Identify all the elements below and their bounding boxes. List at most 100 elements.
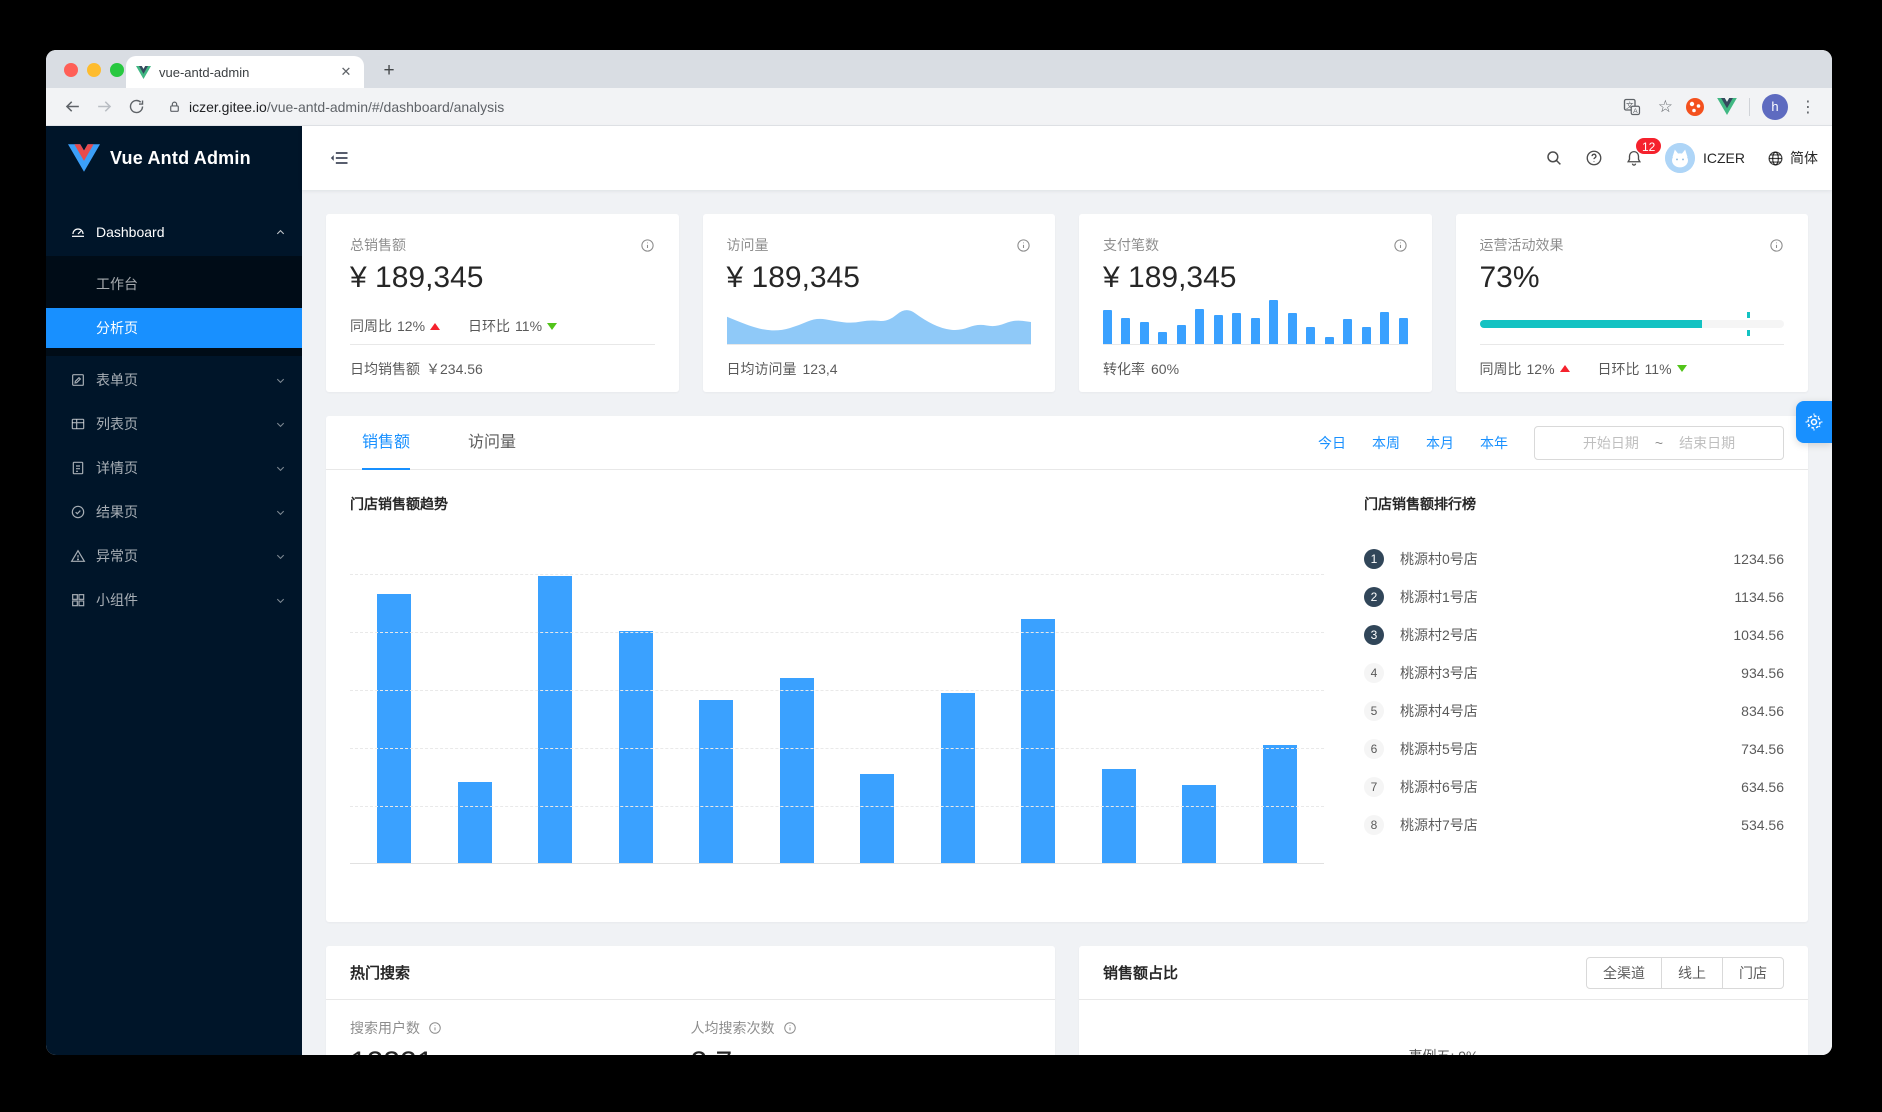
- rank-row: 7 桃源村6号店 634.56: [1364, 768, 1784, 806]
- app-logo[interactable]: Vue Antd Admin: [46, 126, 302, 190]
- bookmark-star-icon[interactable]: ☆: [1657, 96, 1673, 116]
- window-minimize-button[interactable]: [87, 63, 101, 77]
- bar-slot: [998, 574, 1079, 864]
- rank-name: 桃源村2号店: [1400, 627, 1478, 643]
- channel-button-group: 全渠道 线上 门店: [1586, 956, 1784, 989]
- sales-overview-card: 销售额 访问量 今日 本周 本月 本年 开始日期 ~ 结束日期: [326, 416, 1808, 922]
- tab-visits[interactable]: 访问量: [468, 433, 517, 451]
- bar-slot: [1159, 574, 1240, 864]
- sidebar-item-exception[interactable]: 异常页: [46, 536, 302, 576]
- tab-sales[interactable]: 销售额: [362, 416, 411, 470]
- sidebar-item-widgets[interactable]: 小组件: [46, 580, 302, 620]
- sidebar-item-form[interactable]: 表单页: [46, 360, 302, 400]
- rank-name: 桃源村0号店: [1400, 551, 1478, 567]
- search-icon[interactable]: [1545, 149, 1563, 167]
- sidebar-item-analysis[interactable]: 分析页: [46, 308, 302, 348]
- info-icon[interactable]: [640, 238, 655, 253]
- vue-devtools-icon[interactable]: [1717, 98, 1737, 115]
- sidebar-item-dashboard[interactable]: Dashboard: [46, 212, 302, 252]
- rank-name: 桃源村5号店: [1400, 741, 1478, 757]
- sidebar-item-label: 分析页: [96, 320, 138, 336]
- sidebar-item-label: Dashboard: [96, 224, 165, 240]
- metric-search-users: 搜索用户数 12321 71.2: [350, 1018, 691, 1055]
- rank-list: 1 桃源村0号店 1234.56 2 桃源村1号店 1134.56 3 桃源村2号店 103…: [1364, 540, 1784, 844]
- window-zoom-button[interactable]: [110, 63, 124, 77]
- back-icon[interactable]: [58, 93, 86, 121]
- page-content: 总销售额 ¥ 189,345 同周比 12% 日环比 11%: [302, 190, 1832, 1055]
- mini-bar: [1232, 313, 1242, 344]
- stat-value: ¥ 189,345: [350, 261, 484, 294]
- svg-text:A: A: [1633, 108, 1638, 115]
- rank-badge: 3: [1364, 625, 1384, 645]
- info-icon[interactable]: [1769, 238, 1784, 253]
- caret-down-icon: [547, 322, 558, 330]
- channel-online-button[interactable]: 线上: [1661, 956, 1723, 989]
- profile-icon: [70, 460, 86, 476]
- reload-icon[interactable]: [122, 93, 150, 121]
- address-bar[interactable]: iczer.gitee.io/vue-antd-admin/#/dashboar…: [154, 99, 1614, 115]
- bar-slot: [1240, 574, 1321, 864]
- info-icon[interactable]: [428, 1021, 442, 1035]
- sidebar-item-workplace[interactable]: 工作台: [46, 264, 302, 304]
- stat-card-ops-effect: 运营活动效果 73%: [1455, 214, 1808, 392]
- theme-settings-button[interactable]: [1796, 401, 1832, 443]
- dashboard-icon: [70, 224, 86, 240]
- date-separator: ~: [1654, 434, 1664, 451]
- info-icon[interactable]: [783, 1021, 797, 1035]
- sidebar-item-result[interactable]: 结果页: [46, 492, 302, 532]
- browser-menu-icon[interactable]: ⋮: [1800, 98, 1816, 116]
- new-tab-button[interactable]: +: [383, 60, 395, 81]
- sidebar-item-detail[interactable]: 详情页: [46, 448, 302, 488]
- range-month-link[interactable]: 本月: [1426, 434, 1454, 451]
- info-icon[interactable]: [1393, 238, 1408, 253]
- sales-card-body: 门店销售额趋势 门店销售额排行榜 1 桃源村0号店 1234.56 2 桃源村1号店 1…: [326, 470, 1808, 888]
- notification-bell-icon[interactable]: 12: [1625, 137, 1663, 167]
- url-host: iczer.gitee.io: [189, 98, 267, 115]
- gridline: [350, 632, 1324, 633]
- window-close-button[interactable]: [64, 63, 78, 77]
- stat-title: 访问量: [726, 237, 769, 253]
- range-week-link[interactable]: 本周: [1372, 434, 1400, 451]
- info-icon[interactable]: [1016, 238, 1031, 253]
- sidebar-item-list[interactable]: 列表页: [46, 404, 302, 444]
- rank-name: 桃源村6号店: [1400, 779, 1478, 795]
- browser-window: vue-antd-admin ✕ + iczer.gitee.io/vue-an…: [46, 50, 1832, 1055]
- stat-footer-value: ￥234.56: [426, 360, 483, 377]
- menu-fold-icon[interactable]: [330, 148, 350, 168]
- sidebar-menu: Dashboard 工作台 分析页: [46, 190, 302, 620]
- help-icon[interactable]: [1585, 149, 1603, 167]
- browser-tab[interactable]: vue-antd-admin ✕: [126, 56, 364, 88]
- mini-bar: [1158, 332, 1168, 344]
- sidebar-item-label: 工作台: [96, 276, 138, 292]
- stat-value: ¥ 189,345: [726, 261, 860, 294]
- forward-icon[interactable]: [90, 93, 118, 121]
- range-year-link[interactable]: 本年: [1480, 434, 1508, 451]
- app-root: Vue Antd Admin Dashboard 工作台: [46, 126, 1832, 1055]
- tab-close-icon[interactable]: ✕: [340, 64, 352, 79]
- date-range-picker[interactable]: 开始日期 ~ 结束日期: [1534, 425, 1784, 460]
- card-title: 热门搜索: [350, 965, 411, 982]
- vue-favicon-icon: [136, 65, 151, 79]
- channel-store-button[interactable]: 门店: [1722, 956, 1784, 989]
- browser-profile-avatar[interactable]: h: [1762, 93, 1788, 120]
- rank-title: 门店销售额排行榜: [1364, 496, 1476, 512]
- svg-text:文: 文: [1626, 99, 1634, 109]
- chevron-up-icon: [274, 226, 286, 238]
- user-menu[interactable]: ICZER: [1665, 143, 1745, 173]
- range-today-link[interactable]: 今日: [1318, 434, 1346, 451]
- metric-label: 人均搜索次数: [690, 1020, 775, 1036]
- channel-all-button[interactable]: 全渠道: [1586, 956, 1662, 989]
- sidebar: Vue Antd Admin Dashboard 工作台: [46, 126, 302, 1055]
- rank-badge: 2: [1364, 587, 1384, 607]
- rank-badge: 8: [1364, 815, 1384, 835]
- metric-search-per-user: 人均搜索次数 2.7 71.2: [691, 1018, 1032, 1055]
- mini-bar: [1250, 318, 1260, 344]
- gridline: [350, 574, 1324, 575]
- language-switcher[interactable]: 简体: [1767, 148, 1818, 168]
- vue-logo-icon: [68, 144, 100, 172]
- rank-value: 634.56: [1741, 779, 1784, 795]
- extension-orange-icon[interactable]: [1685, 97, 1705, 117]
- rank-badge: 6: [1364, 739, 1384, 759]
- browser-tab-strip: vue-antd-admin ✕ +: [46, 50, 1832, 88]
